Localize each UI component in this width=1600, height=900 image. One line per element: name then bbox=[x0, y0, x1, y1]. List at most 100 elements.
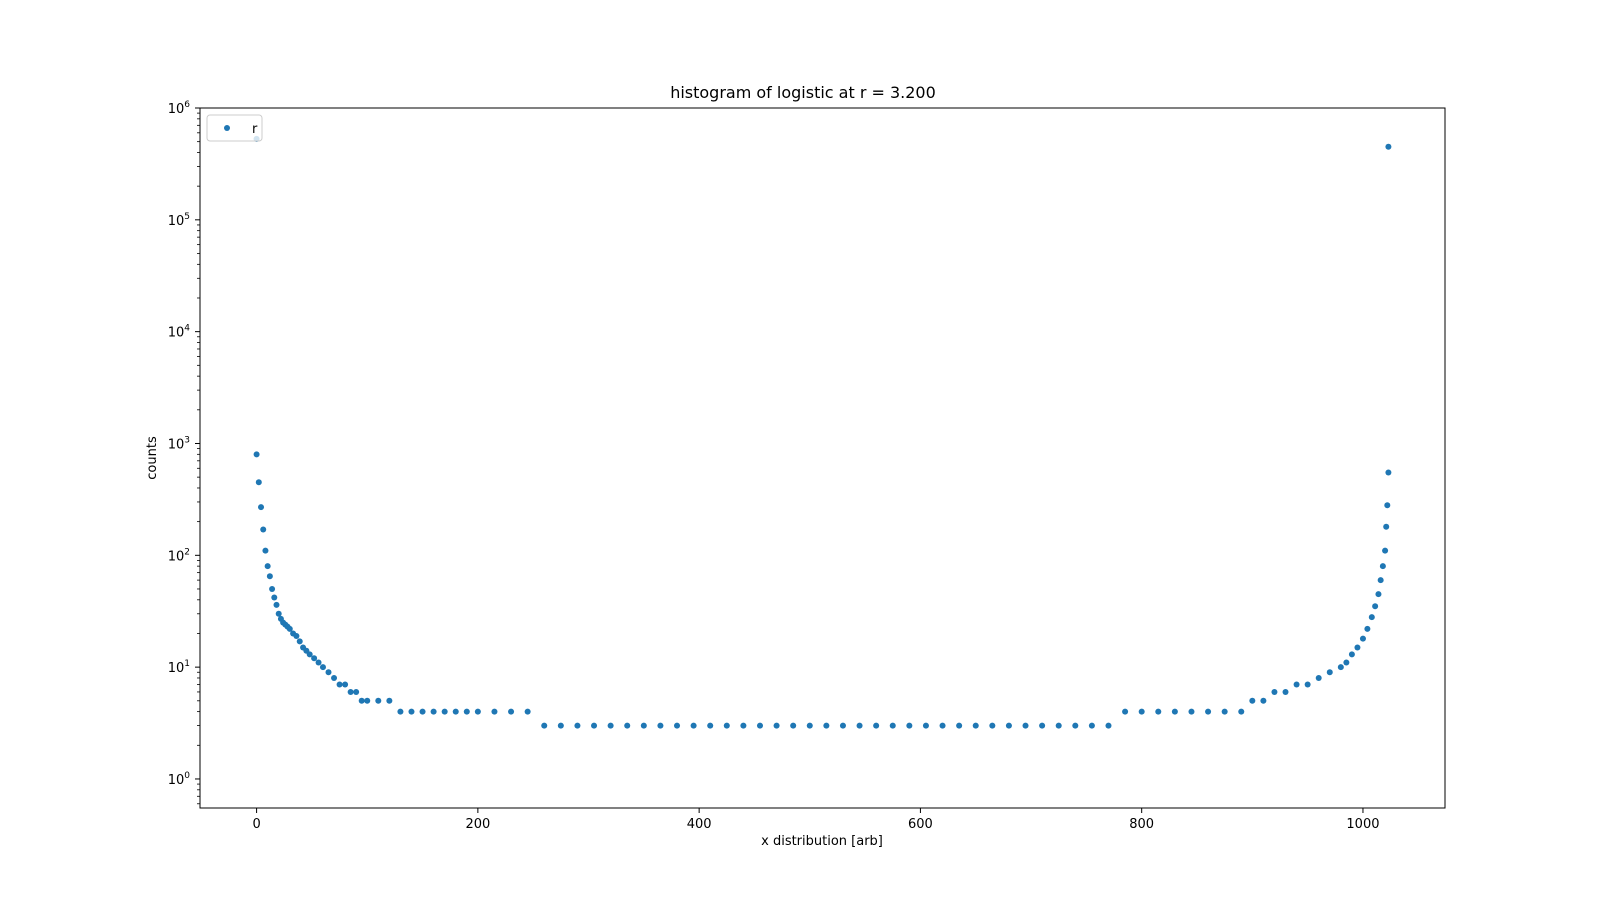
data-point bbox=[1343, 659, 1350, 666]
data-point bbox=[260, 526, 267, 533]
data-point bbox=[1260, 697, 1267, 704]
data-point bbox=[441, 708, 448, 715]
data-point bbox=[856, 722, 863, 729]
data-point bbox=[723, 722, 730, 729]
data-points-group bbox=[253, 135, 1392, 729]
data-point bbox=[607, 722, 614, 729]
data-point bbox=[397, 708, 404, 715]
data-point bbox=[353, 688, 360, 695]
x-axis: 0 200 400 600 800 1000 bbox=[252, 808, 1380, 832]
data-point bbox=[906, 722, 913, 729]
data-point bbox=[690, 722, 697, 729]
data-point bbox=[296, 638, 303, 645]
data-point bbox=[1122, 708, 1129, 715]
data-point bbox=[293, 632, 300, 639]
data-point bbox=[873, 722, 880, 729]
data-point bbox=[524, 708, 531, 715]
data-point bbox=[1315, 674, 1322, 681]
data-point bbox=[1055, 722, 1062, 729]
data-point bbox=[790, 722, 797, 729]
y-axis-label: counts bbox=[145, 436, 160, 480]
data-point bbox=[922, 722, 929, 729]
data-point bbox=[273, 601, 280, 608]
legend: r bbox=[206, 114, 263, 142]
data-point bbox=[591, 722, 598, 729]
data-point bbox=[264, 563, 271, 570]
data-point bbox=[1384, 502, 1391, 509]
data-point bbox=[1221, 708, 1228, 715]
data-point bbox=[430, 708, 437, 715]
data-point bbox=[491, 708, 498, 715]
x-tick-label: 400 bbox=[687, 817, 712, 832]
data-point bbox=[315, 659, 322, 666]
data-point bbox=[319, 664, 326, 671]
data-point bbox=[1304, 681, 1311, 688]
data-point bbox=[1377, 577, 1384, 584]
data-point bbox=[358, 697, 365, 704]
data-point bbox=[286, 625, 293, 632]
chart-title: histogram of logistic at r = 3.200 bbox=[670, 83, 936, 102]
data-point bbox=[463, 708, 470, 715]
data-point bbox=[1039, 722, 1046, 729]
x-axis-label: x distribution [arb] bbox=[761, 834, 883, 849]
data-point bbox=[1382, 547, 1389, 554]
data-point bbox=[262, 547, 269, 554]
data-point bbox=[408, 708, 415, 715]
data-point bbox=[823, 722, 830, 729]
data-point bbox=[253, 451, 260, 458]
data-point bbox=[707, 722, 714, 729]
data-point bbox=[311, 655, 318, 662]
data-point bbox=[266, 573, 273, 580]
x-tick-label: 0 bbox=[252, 817, 260, 832]
data-point bbox=[342, 681, 349, 688]
data-point bbox=[1379, 563, 1386, 570]
data-point bbox=[275, 610, 282, 617]
data-point bbox=[271, 594, 278, 601]
data-point bbox=[972, 722, 979, 729]
data-point bbox=[1354, 644, 1361, 651]
data-point bbox=[419, 708, 426, 715]
data-point bbox=[657, 722, 664, 729]
data-point bbox=[474, 708, 481, 715]
legend-marker bbox=[224, 125, 230, 131]
data-point bbox=[674, 722, 681, 729]
data-point bbox=[508, 708, 515, 715]
legend-label: r bbox=[252, 122, 258, 137]
data-point bbox=[1282, 688, 1289, 695]
data-point bbox=[375, 697, 382, 704]
data-point bbox=[325, 669, 332, 676]
data-point bbox=[1326, 669, 1333, 676]
data-point bbox=[1105, 722, 1112, 729]
data-point bbox=[1188, 708, 1195, 715]
data-point bbox=[1293, 681, 1300, 688]
data-point bbox=[1385, 143, 1392, 150]
data-point bbox=[255, 479, 262, 486]
data-point bbox=[889, 722, 896, 729]
data-point bbox=[640, 722, 647, 729]
data-point bbox=[1155, 708, 1162, 715]
data-point bbox=[336, 681, 343, 688]
data-point bbox=[1072, 722, 1079, 729]
data-point bbox=[364, 697, 371, 704]
data-point bbox=[1372, 603, 1379, 610]
data-point bbox=[1171, 708, 1178, 715]
data-point bbox=[1337, 664, 1344, 671]
data-point bbox=[574, 722, 581, 729]
data-point bbox=[557, 722, 564, 729]
data-point bbox=[1271, 688, 1278, 695]
x-tick-label: 600 bbox=[908, 817, 933, 832]
data-point bbox=[956, 722, 963, 729]
data-point bbox=[1385, 469, 1392, 476]
data-point bbox=[939, 722, 946, 729]
x-tick-label: 200 bbox=[465, 817, 490, 832]
data-point bbox=[624, 722, 631, 729]
data-point bbox=[1249, 697, 1256, 704]
data-point bbox=[1359, 635, 1366, 642]
data-point bbox=[756, 722, 763, 729]
data-point bbox=[1348, 651, 1355, 658]
data-point bbox=[806, 722, 813, 729]
data-point bbox=[1368, 614, 1375, 621]
data-point bbox=[1205, 708, 1212, 715]
